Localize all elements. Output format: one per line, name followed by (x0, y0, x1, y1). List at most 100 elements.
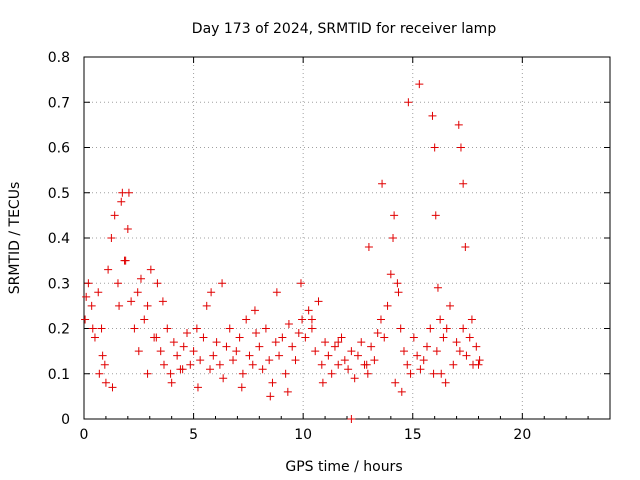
data-point (428, 111, 437, 120)
data-point (376, 315, 385, 324)
data-point (437, 369, 446, 378)
data-point (334, 360, 343, 369)
y-tick-label: 0.5 (48, 186, 70, 202)
data-point (370, 356, 379, 365)
data-point (202, 301, 211, 310)
data-point (429, 369, 438, 378)
data-point (206, 365, 215, 374)
data-point (82, 292, 91, 301)
data-point (156, 347, 165, 356)
data-point (475, 356, 484, 365)
data-point (169, 338, 178, 347)
data-point (449, 360, 458, 369)
data-point (452, 338, 461, 347)
data-point (373, 329, 382, 338)
data-point (261, 324, 270, 333)
data-point (232, 347, 241, 356)
data-point (178, 365, 187, 374)
data-point (416, 365, 425, 374)
data-point (347, 347, 356, 356)
data-point (386, 270, 395, 279)
data-point (441, 378, 450, 387)
data-point (173, 351, 182, 360)
y-tick-label: 0 (61, 412, 70, 428)
y-tick-label: 0.8 (48, 50, 70, 66)
data-point (413, 351, 422, 360)
data-point (268, 378, 277, 387)
y-axis-label: SRMTID / TECUs (7, 182, 23, 295)
data-point (81, 315, 90, 324)
y-tick-label: 0.7 (48, 95, 70, 111)
data-point (229, 356, 238, 365)
data-point (107, 234, 116, 242)
data-point (467, 315, 476, 324)
data-point (255, 342, 264, 351)
data-point (87, 301, 96, 310)
data-point (378, 179, 387, 188)
data-point (433, 283, 442, 292)
data-point (245, 351, 254, 360)
data-point (399, 347, 408, 356)
data-point (409, 333, 418, 342)
data-point (364, 243, 373, 252)
data-point (215, 360, 224, 369)
data-point (334, 338, 343, 347)
data-point (350, 374, 359, 383)
data-point (462, 351, 471, 360)
data-point (278, 333, 287, 342)
data-point (442, 324, 451, 333)
data-point (419, 356, 428, 365)
x-tick-label: 15 (404, 427, 422, 443)
data-point (422, 342, 431, 351)
data-point (258, 365, 267, 374)
data-point (110, 211, 119, 220)
data-point (430, 143, 439, 152)
data-point (248, 360, 257, 369)
x-axis-label: GPS time / hours (285, 459, 402, 475)
data-point (196, 356, 205, 365)
data-point (340, 356, 349, 365)
data-point (115, 301, 124, 310)
data-point (459, 179, 468, 188)
data-point (446, 301, 455, 310)
data-point (288, 342, 297, 351)
data-point (192, 324, 201, 333)
data-point (404, 98, 413, 107)
data-point (304, 306, 313, 315)
data-point (271, 338, 280, 347)
data-point (265, 356, 274, 365)
data-point (146, 265, 155, 274)
data-markers (81, 80, 484, 423)
data-point (314, 297, 323, 306)
data-point (390, 211, 399, 220)
data-point (439, 333, 448, 342)
data-point (140, 315, 149, 324)
data-point (130, 324, 139, 333)
data-point (294, 329, 303, 338)
data-point (90, 333, 99, 342)
data-point (117, 197, 126, 206)
data-point (330, 342, 339, 351)
data-point (272, 288, 281, 297)
data-point (337, 333, 346, 342)
data-point (143, 369, 152, 378)
y-tick-label: 0.3 (48, 276, 70, 292)
data-point (317, 360, 326, 369)
data-point (456, 143, 465, 152)
data-point (459, 324, 468, 333)
data-point (465, 333, 474, 342)
data-point (383, 301, 392, 310)
data-point (296, 279, 305, 288)
data-point (353, 351, 362, 360)
data-point (327, 369, 336, 378)
data-point (167, 378, 176, 387)
data-point (159, 360, 168, 369)
data-point (431, 211, 440, 220)
data-point (391, 378, 400, 387)
data-point (307, 324, 316, 333)
data-point (281, 369, 290, 378)
y-tick-label: 0.4 (48, 231, 70, 247)
data-point (266, 392, 275, 401)
data-point (94, 288, 103, 297)
